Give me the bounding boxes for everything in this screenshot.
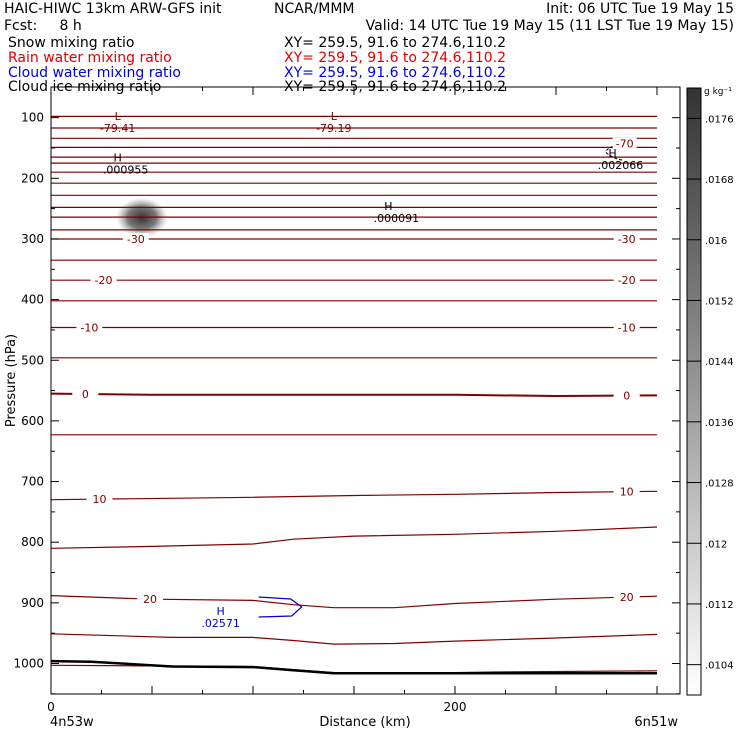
y-tick-label: 1000	[13, 657, 44, 671]
colorbar-tick-label: .012	[705, 539, 727, 550]
y-tick-label: 500	[21, 353, 44, 367]
field-cloudwater-xy: XY= 259.5, 91.6 to 274.6,110.2	[284, 65, 507, 81]
extremum-marker: H	[608, 147, 616, 160]
contour-label: -20	[95, 274, 113, 287]
extremum-marker: L	[115, 110, 122, 123]
colorbar-tick-label: .0176	[705, 114, 734, 125]
valid-time: Valid: 14 UTC Tue 19 May 15 (11 LST Tue …	[365, 18, 734, 34]
colorbar-tick-label: .0152	[705, 296, 734, 307]
y-tick-label: 400	[21, 293, 44, 307]
y-tick-label: 300	[21, 232, 44, 246]
extremum-value: .02571	[201, 617, 240, 630]
field-cloudwater-label: Cloud water mixing ratio	[8, 65, 181, 81]
contour-label-bg	[613, 389, 640, 402]
contour-label: -20	[618, 274, 636, 287]
y-tick-label: 800	[21, 535, 44, 549]
colorbar-tick-label: .0168	[705, 175, 734, 186]
colorbar-unit: g kg⁻¹	[704, 87, 732, 97]
extremum-marker: H	[217, 605, 225, 618]
contour-label: -10	[80, 321, 98, 334]
contour-label: 20	[143, 593, 157, 606]
colorbar-tick-label: .0136	[705, 418, 734, 429]
contour-label: -30	[127, 233, 145, 246]
y-tick-label: 900	[21, 596, 44, 610]
extremum-value: .000955	[103, 163, 149, 176]
snow-maximum-shading	[115, 197, 168, 238]
field-rain-label: Rain water mixing ratio	[8, 50, 172, 66]
y-tick-label: 700	[21, 475, 44, 489]
ice-contour	[605, 142, 623, 161]
colorbar-tick-label: .0128	[705, 479, 734, 490]
extremum-value: .000091	[374, 212, 420, 225]
field-rain-xy: XY= 259.5, 91.6 to 274.6,110.2	[284, 50, 507, 66]
run-title: HAIC-HIWC 13km ARW-GFS init	[4, 1, 222, 17]
field-snow-xy: XY= 259.5, 91.6 to 274.6,110.2	[284, 35, 507, 51]
contour-label-bg	[136, 593, 163, 606]
y-tick-label: 100	[21, 111, 44, 125]
init-time: Init: 06 UTC Tue 19 May 15	[546, 1, 734, 17]
contour-label-bg	[613, 321, 640, 334]
y-axis-title: Pressure (hPa)	[4, 334, 19, 427]
x-endpoint-left: 4n53w	[50, 715, 94, 730]
contour-label: -10	[618, 321, 636, 334]
contour-label: 10	[620, 486, 634, 499]
temperature-contour	[51, 595, 658, 609]
forecast-hour: Fcst: 8 h	[4, 18, 82, 34]
colorbar-tick-label: .0112	[705, 600, 734, 611]
temperature-contour	[51, 633, 658, 645]
x-tick-label: 0	[47, 700, 55, 714]
temperature-contour	[51, 490, 658, 501]
extremum-marker: L	[331, 110, 338, 123]
contour-label: 20	[620, 591, 634, 604]
x-axis-title: Distance (km)	[319, 715, 410, 730]
contour-label-bg	[613, 274, 640, 287]
contour-label: 0	[623, 390, 630, 403]
contour-label: -30	[618, 233, 636, 246]
field-snow-label: Snow mixing ratio	[8, 35, 135, 51]
contour-label-bg	[613, 591, 640, 604]
contour-label-bg	[613, 485, 640, 498]
contour-label-bg	[122, 232, 149, 245]
extremum-marker: H	[384, 200, 392, 213]
contour-label-bg	[613, 232, 640, 245]
cloud-water-contour	[258, 596, 303, 618]
extremum-marker: H	[114, 151, 122, 164]
ground-line	[51, 659, 657, 675]
extremum-value: -79.41	[100, 122, 135, 135]
temperature-contour	[51, 526, 658, 549]
y-tick-label: 600	[21, 414, 44, 428]
colorbar-tick-label: .0144	[705, 357, 734, 368]
extremum-value: -79.19	[316, 122, 351, 135]
colorbar-tick-label: .016	[705, 236, 727, 247]
y-tick-label: 200	[21, 171, 44, 185]
extremum-value: .002066	[598, 159, 644, 172]
colorbar-tick-label: .0104	[705, 661, 734, 672]
contour-label-bg	[72, 388, 99, 401]
contour-label: -70	[616, 138, 634, 151]
center-name: NCAR/MMM	[274, 1, 355, 17]
x-endpoint-right: 6n51w	[634, 715, 678, 730]
contour-label: 0	[82, 388, 89, 401]
temperature-contour	[51, 392, 658, 398]
contour-label-bg	[90, 274, 117, 287]
x-tick-label: 200	[444, 700, 467, 714]
contour-label-bg	[86, 493, 113, 506]
contour-label: 10	[92, 493, 106, 506]
contour-label-bg	[76, 321, 103, 334]
contour-label-bg	[612, 137, 637, 150]
